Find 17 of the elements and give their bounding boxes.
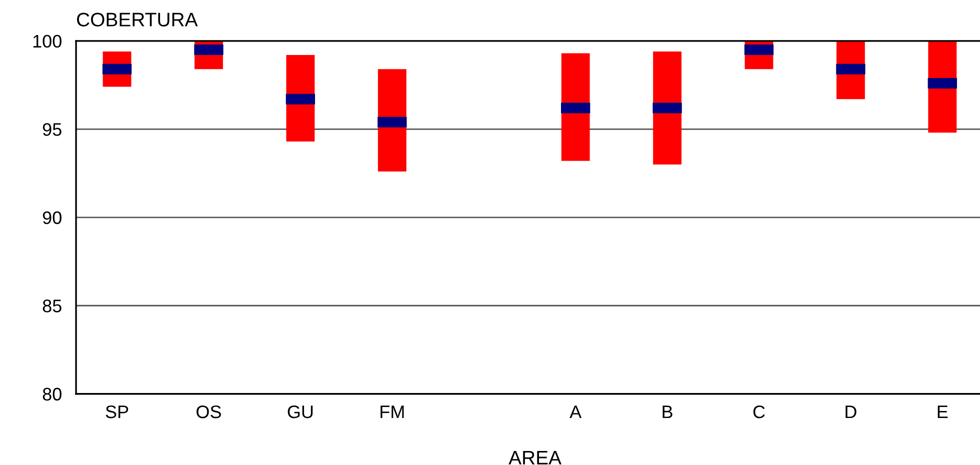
y-tick-label: 95 <box>42 123 62 136</box>
x-tick-label: GU <box>288 405 313 418</box>
x-tick-label: E <box>938 406 948 418</box>
x-tick-label: OS <box>196 405 221 418</box>
x-tick-label: B <box>662 406 672 418</box>
y-axis-title: COBERTURA <box>77 12 198 26</box>
x-tick-label: SP <box>106 405 128 418</box>
y-tick-label: 100 <box>33 34 62 48</box>
bar <box>653 52 682 164</box>
y-tick-label: 80 <box>42 388 62 401</box>
x-tick-label: FM <box>380 406 404 418</box>
y-tick-label: 90 <box>42 211 62 224</box>
x-tick-label: A <box>570 406 582 418</box>
x-tick-label: D <box>846 406 856 418</box>
x-axis-title: AREA <box>508 451 562 464</box>
y-tick-label: 85 <box>42 300 62 312</box>
x-tick-label: C <box>753 405 765 418</box>
